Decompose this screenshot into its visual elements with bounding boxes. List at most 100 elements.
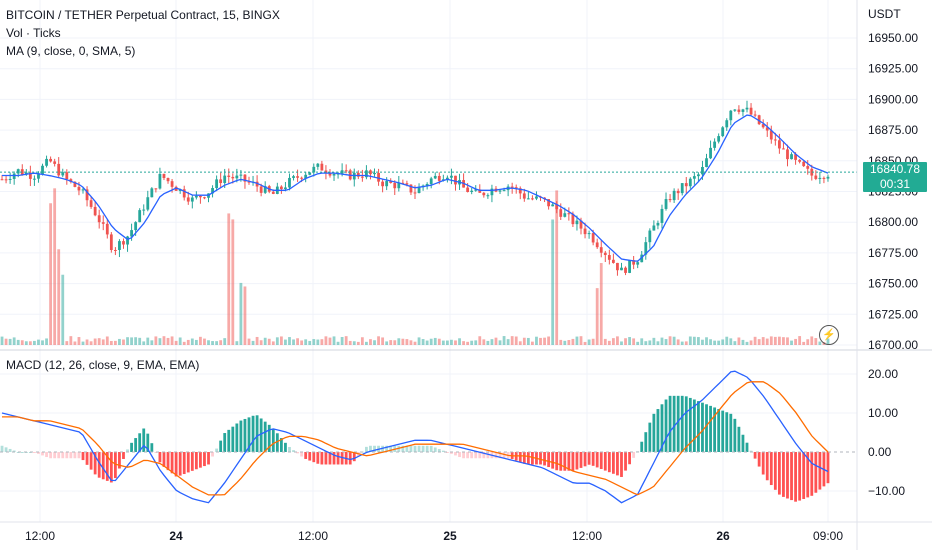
macd-hist-bar xyxy=(158,452,162,463)
volume-bar xyxy=(559,339,563,345)
candle-body xyxy=(138,210,142,223)
candle-body xyxy=(296,176,299,178)
volume-bar xyxy=(215,341,219,345)
macd-hist-bar xyxy=(526,452,530,465)
volume-bar xyxy=(199,336,202,345)
volume-bar xyxy=(300,340,304,345)
candle-body xyxy=(470,190,474,192)
volume-bar xyxy=(413,341,417,345)
macd-hist-bar xyxy=(786,452,789,499)
lightning-icon[interactable]: ⚡ xyxy=(819,325,839,345)
volume-bar xyxy=(267,338,271,345)
currency-label: USDT xyxy=(868,7,901,21)
volume-bar xyxy=(462,341,465,345)
macd-hist-bar xyxy=(4,447,8,452)
macd-hist-bar xyxy=(587,452,591,465)
macd-hist-bar xyxy=(223,433,227,452)
volume-legend[interactable]: Vol · Ticks xyxy=(6,26,61,40)
candle-body xyxy=(652,225,656,231)
macd-hist-bar xyxy=(12,450,16,452)
macd-hist-bar xyxy=(73,452,77,459)
volume-bar xyxy=(729,338,733,345)
volume-bar xyxy=(660,337,664,345)
candle-body xyxy=(782,148,785,150)
macd-hist-bar xyxy=(85,452,89,465)
volume-bar xyxy=(154,336,158,345)
macd-hist-bar xyxy=(579,452,583,468)
candle-body xyxy=(595,242,599,248)
macd-hist-bar xyxy=(806,452,810,498)
macd-hist-bar xyxy=(425,445,429,452)
candle-body xyxy=(624,267,627,273)
macd-hist-bar xyxy=(37,452,40,454)
candle-body xyxy=(429,178,433,184)
macd-legend[interactable]: MACD (12, 26, close, 9, EMA, EMA) xyxy=(6,358,200,372)
volume-bar xyxy=(292,339,295,345)
time-tick-label: 12:00 xyxy=(572,529,602,543)
candle-body xyxy=(393,182,397,189)
volume-bar xyxy=(53,188,57,345)
volume-bar xyxy=(37,339,40,345)
macd-hist-bar xyxy=(595,452,599,468)
volume-bar xyxy=(806,339,810,345)
candle-body xyxy=(259,186,263,193)
chart-title[interactable]: BITCOIN / TETHER Perpetual Contract, 15,… xyxy=(6,8,280,22)
macd-axis[interactable]: 20.00 10.00 0.00 −10.00 xyxy=(868,367,905,498)
candle-body xyxy=(526,198,530,200)
volume-bar xyxy=(235,341,239,345)
macd-hist-bar xyxy=(300,452,304,457)
volume-bar xyxy=(697,337,700,345)
macd-hist-bar xyxy=(320,452,324,465)
candle-body xyxy=(664,199,668,209)
candle-body xyxy=(235,175,239,179)
candle-body xyxy=(389,181,393,183)
volume-bar xyxy=(599,263,603,345)
candle-body xyxy=(709,147,712,159)
macd-tick-label: 10.00 xyxy=(868,406,898,420)
volume-bar xyxy=(563,340,567,345)
volume-bar xyxy=(522,337,526,345)
time-axis[interactable]: 12:00 24 12:00 25 12:00 26 09:00 xyxy=(25,529,843,543)
volume-bar xyxy=(73,341,77,345)
macd-hist-bar xyxy=(199,452,202,468)
candle-body xyxy=(61,172,65,176)
macd-hist-bar xyxy=(122,452,125,459)
candle-body xyxy=(377,172,380,182)
volume-bar xyxy=(798,336,802,345)
candle-body xyxy=(146,197,150,210)
candle-body xyxy=(713,141,717,148)
volume-bar xyxy=(81,341,85,345)
volume-bar xyxy=(757,339,761,345)
volume-bar xyxy=(142,341,146,345)
volume-bar xyxy=(539,337,542,345)
macd-hist-bar xyxy=(146,433,150,452)
volume-bar xyxy=(296,338,299,345)
candle-body xyxy=(676,190,680,194)
candle-body xyxy=(65,172,69,180)
candle-body xyxy=(474,189,478,191)
volume-bar xyxy=(466,341,470,345)
macd-hist-bar xyxy=(717,409,721,452)
candle-body xyxy=(247,181,251,183)
volume-bar xyxy=(611,338,615,345)
time-tick-label: 12:00 xyxy=(298,529,328,543)
macd-hist-bar xyxy=(267,424,271,452)
volume-bar xyxy=(28,341,32,345)
ma-legend[interactable]: MA (9, close, 0, SMA, 5) xyxy=(6,44,136,58)
macd-hist-bar xyxy=(231,426,235,452)
macd-hist-bar xyxy=(57,452,61,459)
macd-hist-bar xyxy=(433,447,437,452)
volume-bar xyxy=(725,336,729,345)
candle-body xyxy=(798,159,802,162)
macd-hist-bar xyxy=(567,452,571,471)
macd-hist-bar xyxy=(53,452,57,459)
macd-hist-bar xyxy=(547,452,551,468)
volume-bar xyxy=(782,337,785,345)
volume-bar xyxy=(69,336,73,345)
volume-bar xyxy=(636,341,640,345)
price-tick-label: 16800.00 xyxy=(868,215,918,229)
macd-hist-bar xyxy=(182,452,186,475)
volume-bar xyxy=(745,341,749,345)
macd-hist-bar xyxy=(713,407,717,452)
